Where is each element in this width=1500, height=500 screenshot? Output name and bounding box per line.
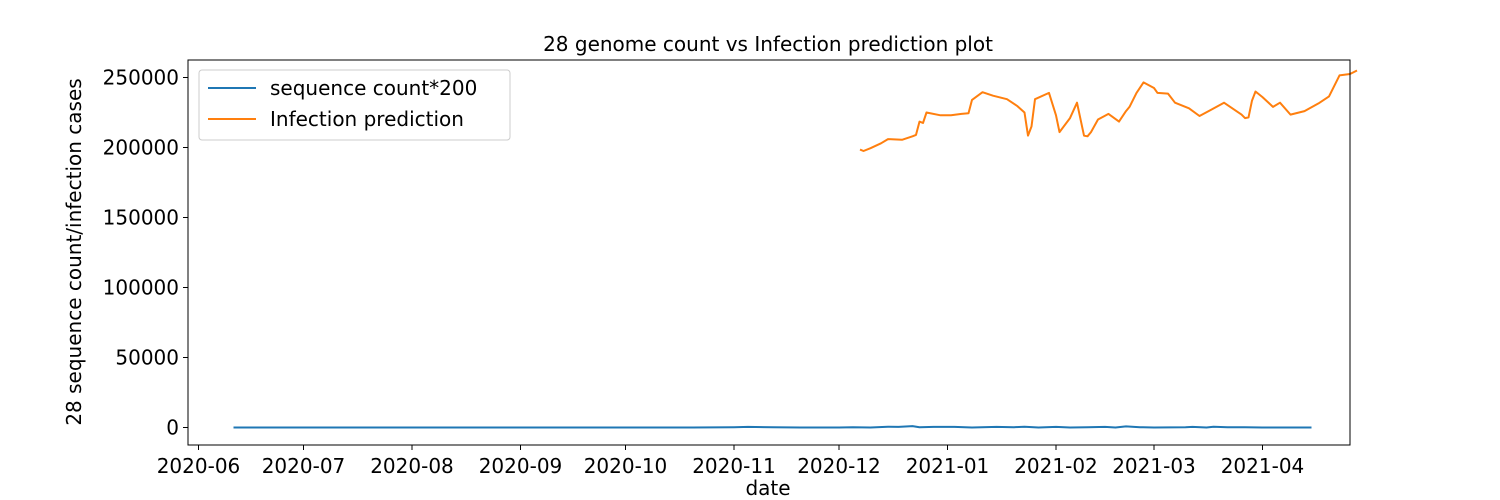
legend-box	[198, 69, 511, 141]
y-tick-label: 200000	[103, 136, 179, 160]
x-tick-label: 2021-01	[906, 454, 990, 478]
x-tick-label: 2020-10	[584, 454, 668, 478]
y-tick-label: 100000	[103, 276, 179, 300]
plot-area	[233, 69, 1358, 429]
y-axis: 0 50000 100000 150000 200000 250000	[103, 66, 188, 440]
x-tick-label: 2020-08	[370, 454, 454, 478]
x-tick-label: 2020-11	[692, 454, 776, 478]
x-axis: 2020-06 2020-07 2020-08 2020-09 2020-10 2020-…	[157, 445, 1305, 478]
chart-title: 28 genome count vs Infection prediction …	[543, 32, 993, 56]
plot-frame	[187, 59, 1351, 446]
x-tick-label: 2020-06	[157, 454, 241, 478]
legend-label-sequence-count: sequence count*200	[270, 76, 477, 100]
y-tick-label: 250000	[103, 66, 179, 90]
series-line-sequence-count-200	[233, 425, 1312, 429]
legend: sequence count*200 Infection prediction	[198, 69, 511, 141]
x-tick-label: 2021-02	[1014, 454, 1098, 478]
x-axis-label: date	[745, 476, 790, 500]
x-tick-label: 2020-07	[262, 454, 346, 478]
legend-label-infection-prediction: Infection prediction	[270, 107, 464, 131]
y-tick-label: 50000	[115, 346, 179, 370]
x-tick-label: 2021-03	[1112, 454, 1196, 478]
y-tick-label: 150000	[103, 206, 179, 230]
series-line-infection-prediction	[859, 69, 1358, 152]
y-axis-label: 28 sequence count/infection cases	[62, 78, 86, 425]
y-tick-label: 0	[166, 416, 179, 440]
x-tick-label: 2021-04	[1221, 454, 1305, 478]
x-tick-label: 2020-09	[479, 454, 563, 478]
x-tick-label: 2020-12	[797, 454, 881, 478]
